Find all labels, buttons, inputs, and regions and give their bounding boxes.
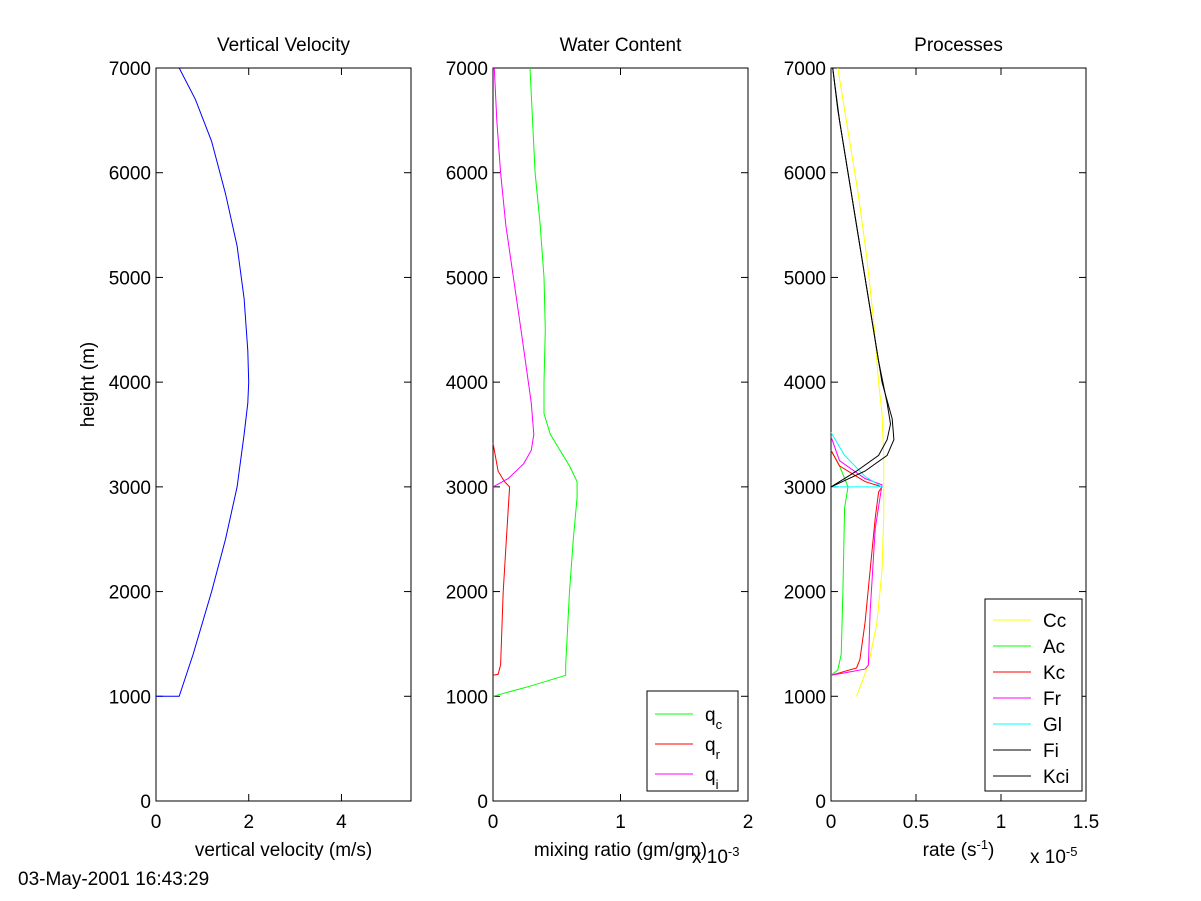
y-axis-label: height (m) [78,342,99,428]
y-tick-label: 0 [140,792,151,813]
legend-label: Kci [1043,767,1069,788]
y-tick-label: 1000 [109,687,151,708]
x-axis-label: mixing ratio (gm/gm) [534,840,707,861]
series-line-q-c [492,67,578,697]
legend-label: Gl [1043,715,1062,736]
y-tick-label: 4000 [446,373,488,394]
legend-box [646,690,739,792]
y-tick-label: 7000 [109,59,151,80]
y-tick-label: 6000 [446,164,488,185]
y-tick-label: 1000 [784,687,826,708]
y-tick-label: 0 [477,792,488,813]
legend-label: Fi [1043,741,1059,762]
y-tick-label: 3000 [446,478,488,499]
y-tick-label: 3000 [784,478,826,499]
legend-label: qi [705,765,719,792]
x-tick-label: 1.5 [1073,812,1099,833]
y-tick-label: 0 [815,792,826,813]
chart-panel-3: 0 1000 2000 3000 4000 5000 6000 7000 0 0.5 1 1.5 Pro… [784,35,1099,868]
legend-label: Kc [1043,663,1065,684]
x-axis-label: vertical velocity (m/s) [195,840,372,861]
y-tick-label: 2000 [446,583,488,604]
series-line-kci [830,67,895,488]
x-tick-label: 1 [996,812,1007,833]
legend-label: Cc [1043,611,1066,632]
timestamp-label: 03-May-2001 16:43:29 [18,869,210,890]
chart-title: Water Content [560,35,683,56]
series-line-fi [830,67,892,488]
legend-label: Fr [1043,689,1062,710]
y-tick-label: 4000 [109,373,151,394]
series-line-gl [830,432,884,488]
y-tick-label: 7000 [446,59,488,80]
legend-box [984,598,1083,792]
y-tick-label: 5000 [784,268,826,289]
y-tick-label: 4000 [784,373,826,394]
x-tick-label: 4 [336,812,347,833]
x-axis-label: rate (s-1) [923,837,995,862]
x-tick-label: 0 [826,812,837,833]
chart-panel-2: 0 1000 2000 3000 4000 5000 6000 7000 0 1 2 Water Co… [446,35,754,868]
legend: Cc Ac Kc Fr Gl Fi Kci [984,598,1083,792]
legend-label: Ac [1043,637,1065,658]
chart-title: Processes [914,35,1003,56]
series-line-cc [837,67,885,697]
y-tick-label: 1000 [446,687,488,708]
chart-title: Vertical Velocity [217,35,351,56]
series-line-kc [830,449,883,676]
chart-panel-1: 0 1000 2000 3000 4000 5000 6000 7000 0 2 4 Vertical… [78,35,412,861]
axes-box [155,67,412,802]
y-tick-label: 6000 [109,164,151,185]
x-tick-label: 0.5 [903,812,929,833]
x-axis-exponent: x 10-3 [692,844,739,869]
x-tick-label: 2 [743,812,754,833]
y-tick-label: 3000 [109,478,151,499]
x-tick-label: 2 [243,812,254,833]
x-tick-label: 0 [488,812,499,833]
y-tick-label: 7000 [784,59,826,80]
series-line-w [156,67,250,697]
series-line-ac [830,449,849,676]
y-tick-label: 6000 [784,164,826,185]
y-tick-label: 2000 [109,583,151,604]
series-line-fr [830,436,883,676]
x-tick-label: 0 [151,812,162,833]
y-tick-label: 2000 [784,583,826,604]
y-tick-label: 5000 [446,268,488,289]
series-line-q-r [492,442,511,676]
series-line-q-i [492,67,535,488]
x-axis-exponent: x 10-5 [1030,844,1077,869]
axes-box [830,67,1087,802]
x-tick-label: 1 [615,812,626,833]
y-tick-label: 5000 [109,268,151,289]
